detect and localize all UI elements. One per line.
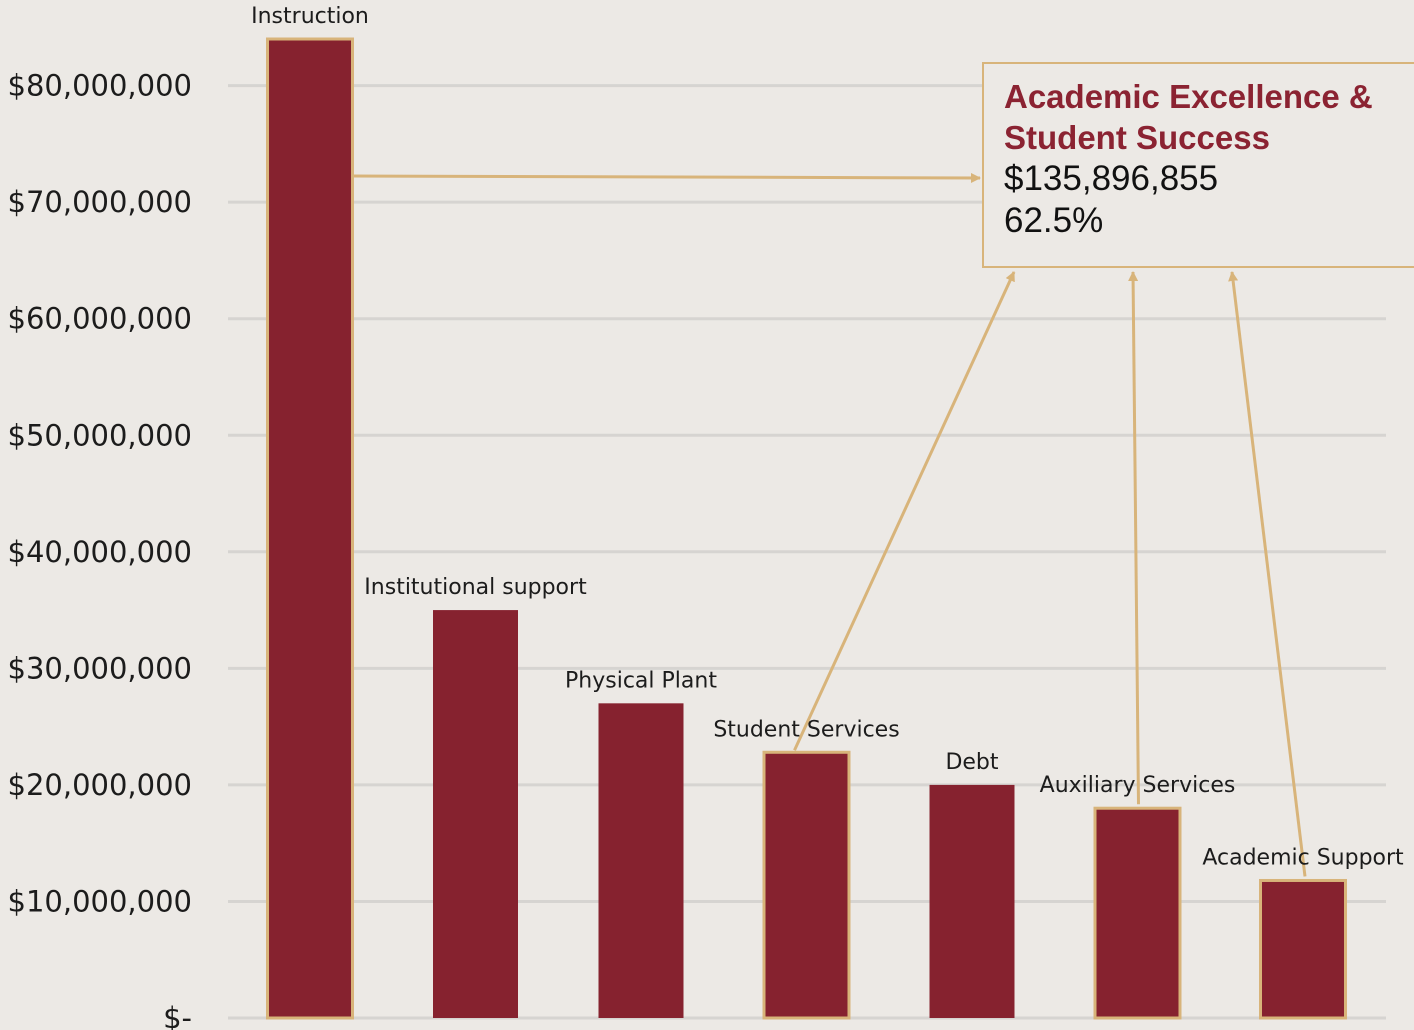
y-tick-label: $60,000,000 [8, 302, 193, 336]
y-tick-label: $10,000,000 [8, 884, 193, 918]
category-label: Student Services [713, 717, 899, 742]
bar [930, 785, 1015, 1018]
connector-arrow [1133, 272, 1139, 804]
callout-title-line1: Academic Excellence & [1004, 76, 1414, 117]
summary-callout: Academic Excellence & Student Success $1… [982, 62, 1414, 268]
y-tick-label: $80,000,000 [8, 69, 193, 103]
connector-arrow [795, 272, 1015, 750]
bar [433, 610, 518, 1018]
category-label: Instruction [251, 4, 369, 29]
callout-title-line2: Student Success [1004, 117, 1414, 158]
category-label: Institutional support [364, 575, 587, 600]
category-label: Debt [945, 750, 998, 775]
category-label: Auxiliary Services [1040, 773, 1236, 798]
category-label: Physical Plant [565, 668, 717, 693]
callout-amount: $135,896,855 [1004, 158, 1414, 200]
y-tick-label: $50,000,000 [8, 418, 193, 452]
y-tick-label: $30,000,000 [8, 651, 193, 685]
y-tick-label: $- [163, 1001, 192, 1030]
y-tick-label: $40,000,000 [8, 535, 193, 569]
category-label: Academic Support [1202, 845, 1404, 870]
y-tick-label: $70,000,000 [8, 185, 193, 219]
bar [1095, 808, 1180, 1018]
callout-percent: 62.5% [1004, 200, 1414, 242]
bar [599, 703, 684, 1018]
connector-arrow [353, 176, 981, 178]
bar [1261, 880, 1346, 1018]
y-tick-label: $20,000,000 [8, 768, 193, 802]
bar [268, 39, 353, 1018]
bar [764, 752, 849, 1018]
